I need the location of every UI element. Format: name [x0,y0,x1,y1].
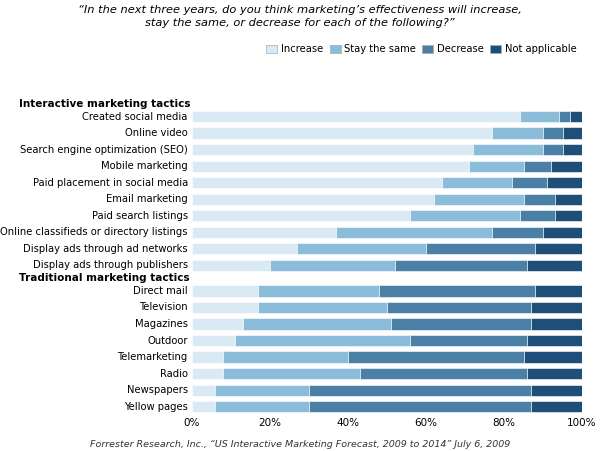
Bar [192,351,223,363]
Bar [543,227,582,238]
Bar [555,193,582,205]
Bar [235,335,410,346]
Text: Interactive marketing tactics: Interactive marketing tactics [19,99,190,109]
Bar [192,193,434,205]
Bar [535,285,582,297]
Bar [532,385,582,396]
Bar [570,111,582,122]
Bar [192,285,259,297]
Bar [523,193,555,205]
Bar [493,227,543,238]
Bar [473,144,543,155]
Bar [192,243,298,254]
Bar [410,210,520,221]
Bar [348,351,523,363]
Bar [520,111,559,122]
Bar [527,368,582,379]
Bar [309,385,532,396]
Bar [192,210,410,221]
Bar [547,177,582,189]
Bar [527,335,582,346]
Bar [336,227,492,238]
Bar [512,177,547,189]
Bar [223,368,360,379]
Bar [259,302,387,313]
Text: “In the next three years, do you think marketing’s effectiveness will increase,
: “In the next three years, do you think m… [78,5,522,28]
Bar [532,401,582,412]
Bar [379,285,535,297]
Bar [442,177,512,189]
Bar [242,318,391,330]
Bar [520,210,554,221]
Bar [309,401,532,412]
Bar [543,144,563,155]
Bar [215,401,309,412]
Bar [192,385,215,396]
Bar [543,128,563,139]
Bar [551,161,582,172]
Bar [192,335,235,346]
Bar [192,368,223,379]
Bar [493,128,543,139]
Bar [395,260,527,271]
Bar [270,260,395,271]
Bar [532,302,582,313]
Bar [192,161,469,172]
Bar [532,318,582,330]
Bar [259,285,379,297]
Bar [192,302,259,313]
Bar [192,401,215,412]
Bar [391,318,532,330]
Bar [215,385,309,396]
Bar [192,128,493,139]
Bar [426,243,535,254]
Bar [192,144,473,155]
Bar [523,161,551,172]
Bar [223,351,348,363]
Bar [192,318,242,330]
Bar [563,128,582,139]
Bar [410,335,527,346]
Legend: Increase, Stay the same, Decrease, Not applicable: Increase, Stay the same, Decrease, Not a… [266,44,577,54]
Bar [527,260,582,271]
Bar [387,302,532,313]
Bar [559,111,570,122]
Bar [434,193,523,205]
Bar [192,177,442,189]
Bar [192,111,520,122]
Bar [360,368,527,379]
Bar [298,243,426,254]
Bar [555,210,582,221]
Bar [535,243,582,254]
Text: Traditional marketing tactics: Traditional marketing tactics [19,273,190,283]
Text: Forrester Research, Inc., “US Interactive Marketing Forecast, 2009 to 2014” July: Forrester Research, Inc., “US Interactiv… [90,440,510,449]
Bar [469,161,523,172]
Bar [192,260,270,271]
Bar [523,351,582,363]
Bar [563,144,582,155]
Bar [192,227,336,238]
